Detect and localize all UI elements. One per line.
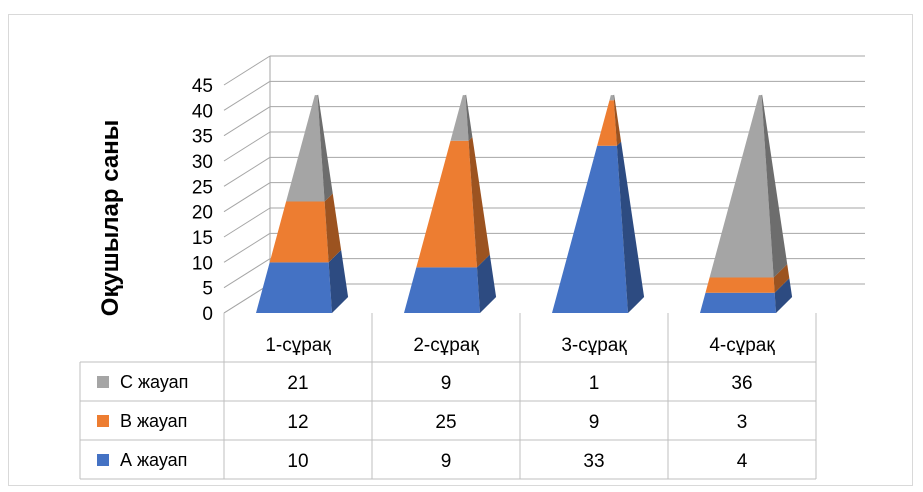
y-tick-label: 25 <box>192 177 213 198</box>
pyramid-segment-side <box>324 193 342 263</box>
legend-label: В жауап <box>120 411 187 431</box>
pyramid-segment-front <box>700 292 776 313</box>
gridline-side <box>223 106 271 137</box>
pyramid-segment-side <box>328 249 349 313</box>
pyramid-segment-front <box>404 267 480 313</box>
legend-key <box>97 415 109 427</box>
gridline-side <box>223 258 271 289</box>
data-table-value: 9 <box>441 451 452 472</box>
chart-frame <box>8 14 913 486</box>
data-table-value: 12 <box>287 412 308 433</box>
pyramid-segment-front <box>597 100 617 146</box>
pyramid-segment-front <box>286 95 325 202</box>
x-tick-label: 4-сұрақ <box>709 335 775 356</box>
pyramid-segment-side <box>468 136 490 268</box>
data-table-value: 21 <box>287 373 308 394</box>
gridline-side <box>223 131 271 162</box>
gridline-side <box>223 232 271 263</box>
x-tick-label: 2-сұрақ <box>413 335 479 356</box>
y-tick-label: 5 <box>202 279 213 300</box>
y-tick-label: 20 <box>192 203 213 224</box>
gridline-side <box>223 55 271 86</box>
pyramid-segment-side <box>613 99 622 146</box>
pyramid-segment-side <box>613 94 615 101</box>
pyramid-segment-side <box>476 254 497 313</box>
legend-label: С жауап <box>120 372 188 392</box>
pyramid-segment-front <box>416 140 477 268</box>
data-table-value: 3 <box>737 412 748 433</box>
pyramid-segment-side <box>616 141 645 313</box>
legend-key <box>97 376 109 388</box>
gridline-side <box>223 156 271 187</box>
y-tick-label: 10 <box>192 253 213 274</box>
pyramid-segment-front <box>609 95 614 101</box>
pyramid-segment-front <box>450 95 469 141</box>
pyramid-segment-side <box>317 94 333 202</box>
pyramid-segment-side <box>761 94 788 278</box>
gridline-side <box>223 182 271 213</box>
floor-edge <box>223 283 271 314</box>
y-axis-label: Оқушылар саны <box>97 120 124 316</box>
data-table-value: 4 <box>737 451 748 472</box>
data-table-value: 9 <box>589 412 600 433</box>
pyramid-segment-side <box>465 94 473 141</box>
legend-key <box>97 454 109 466</box>
data-table-value: 25 <box>435 412 456 433</box>
pyramid-segment-side <box>774 278 793 313</box>
x-tick-label: 3-сұрақ <box>561 335 627 356</box>
data-table-value: 36 <box>731 373 752 394</box>
y-tick-label: 40 <box>192 101 213 122</box>
pyramid-segment-front <box>269 201 329 263</box>
pyramid-segment-front <box>552 145 628 313</box>
y-tick-label: 0 <box>202 304 213 325</box>
y-tick-label: 30 <box>192 152 213 173</box>
data-table-value: 1 <box>589 373 600 394</box>
gridline-side <box>223 80 271 111</box>
y-tick-label: 15 <box>192 228 213 249</box>
x-tick-label: 1-сұрақ <box>265 335 331 356</box>
pyramid-segment-side <box>773 264 790 293</box>
legend-label: А жауап <box>120 450 187 470</box>
pyramid-segment-front <box>709 95 774 278</box>
data-table-value: 10 <box>287 451 308 472</box>
pyramid-segment-front <box>256 262 332 313</box>
data-table-value: 33 <box>583 451 604 472</box>
pyramid-segment-front <box>705 277 775 293</box>
y-tick-label: 45 <box>192 76 213 97</box>
y-tick-label: 35 <box>192 127 213 148</box>
data-table-value: 9 <box>441 373 452 394</box>
gridline-side <box>223 207 271 238</box>
